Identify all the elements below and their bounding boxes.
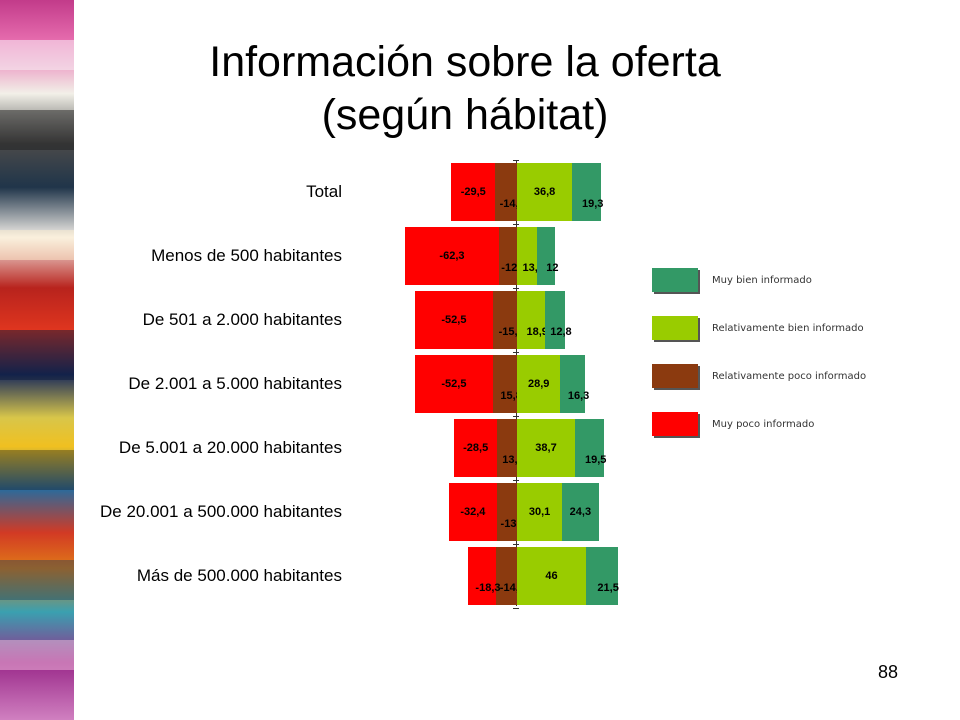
data-label: 38,7 (535, 442, 557, 454)
legend-swatch-relativamente-bien-informado (652, 316, 698, 340)
bar-muy-poco-informado (414, 291, 494, 349)
bar-muy-bien-informado (572, 163, 602, 221)
axis-tick (513, 416, 519, 417)
data-label: 46 (545, 570, 558, 582)
data-label: -52,5 (441, 314, 467, 326)
page-number: 88 (878, 662, 899, 682)
bar-muy-poco-informado (468, 547, 496, 605)
axis-tick (513, 544, 519, 545)
data-label: 15,8 (500, 390, 522, 402)
data-label: 36,8 (533, 186, 556, 198)
axis-tick (513, 608, 519, 609)
bar-muy-poco-informado (414, 355, 494, 413)
category-label: De 5.001 a 20.000 habitantes (118, 438, 342, 457)
data-label: -32,4 (460, 506, 486, 518)
bar-relativamente-poco-informado (493, 291, 517, 349)
legend-label: Muy bien informado (712, 275, 812, 286)
category-label: De 20.001 a 500.000 habitantes (100, 502, 342, 521)
bar-relativamente-poco-informado (497, 419, 517, 477)
legend-label: Relativamente bien informado (712, 323, 864, 334)
title-line-1: Información sobre la oferta (209, 38, 721, 86)
bar-relativamente-bien-informado (517, 547, 586, 605)
data-label: -62,3 (439, 250, 465, 262)
bar-relativamente-poco-informado (497, 483, 517, 541)
bar-relativamente-poco-informado (498, 227, 517, 285)
bar-relativamente-bien-informado (517, 355, 561, 413)
bar-muy-poco-informado (448, 483, 498, 541)
title-line-2: (según hábitat) (321, 91, 609, 139)
bar-muy-poco-informado (405, 227, 499, 285)
category-label: Total (306, 182, 342, 201)
bar-muy-bien-informado (545, 291, 565, 349)
bar-muy-poco-informado (454, 419, 498, 477)
data-label: 24,3 (569, 506, 592, 518)
bar-relativamente-bien-informado (517, 419, 576, 477)
data-label: 21,5 (597, 582, 619, 594)
legend-swatch-muy-bien-informado (652, 268, 698, 292)
category-label: De 2.001 a 5.000 habitantes (128, 374, 342, 393)
data-label: 19,5 (584, 454, 607, 466)
bar-relativamente-bien-informado (517, 483, 563, 541)
legend-label: Relativamente poco informado (712, 371, 867, 382)
data-label: 12 (546, 262, 559, 274)
category-label: De 501 a 2.000 habitantes (142, 310, 342, 329)
data-label: -28,5 (463, 442, 489, 454)
axis-tick (513, 288, 519, 289)
bar-muy-bien-informado (560, 355, 585, 413)
bar-muy-bien-informado (562, 483, 599, 541)
category-label: Más de 500.000 habitantes (136, 566, 342, 585)
data-label: 28,9 (527, 378, 550, 390)
bar-relativamente-bien-informado (517, 163, 573, 221)
data-label: -29,5 (460, 186, 486, 198)
data-label: 16,3 (567, 390, 590, 402)
bar-relativamente-poco-informado (493, 355, 517, 413)
data-label: -52,5 (441, 378, 467, 390)
bar-relativamente-bien-informado (517, 227, 538, 285)
axis-tick (513, 224, 519, 225)
legend-swatch-muy-poco-informado (652, 412, 698, 436)
data-label: 12,8 (550, 326, 572, 338)
data-label: -18,3 (475, 582, 501, 594)
bar-relativamente-poco-informado (495, 163, 517, 221)
bar-muy-bien-informado (586, 547, 619, 605)
category-label: Menos de 500 habitantes (151, 246, 342, 265)
axis-tick (513, 160, 519, 161)
bar-muy-bien-informado (575, 419, 605, 477)
bar-muy-poco-informado (451, 163, 496, 221)
data-label: 18,9 (526, 326, 548, 338)
axis-tick (513, 480, 519, 481)
data-label: 19,3 (581, 198, 604, 210)
data-label: 30,1 (528, 506, 551, 518)
bar-muy-bien-informado (537, 227, 556, 285)
bar-relativamente-bien-informado (517, 291, 546, 349)
slide-title: Información sobre la oferta (según hábit… (100, 36, 830, 142)
decorative-photo-strip (0, 0, 74, 720)
bar-relativamente-poco-informado (495, 547, 517, 605)
axis-tick (513, 352, 519, 353)
legend-label: Muy poco informado (712, 419, 815, 430)
legend-swatch-relativamente-poco-informado (652, 364, 698, 388)
